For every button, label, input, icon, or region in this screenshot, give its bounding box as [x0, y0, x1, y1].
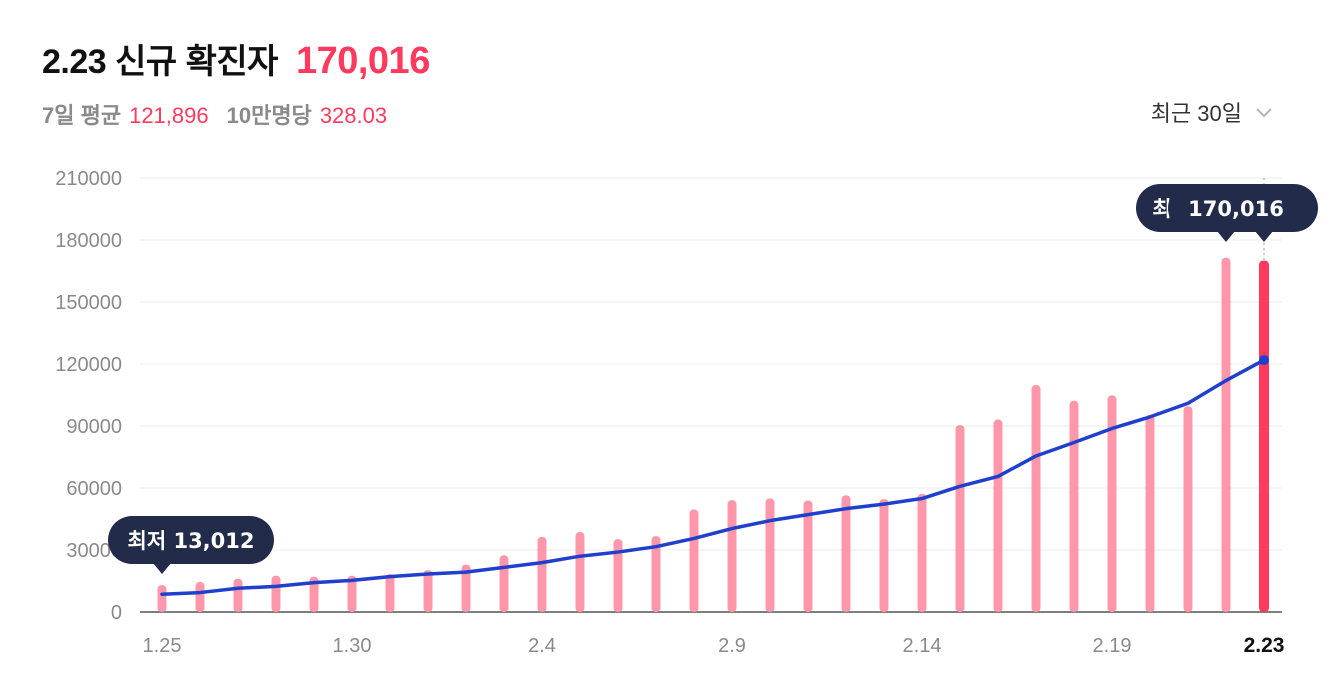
avg-line — [160, 358, 1266, 596]
tooltip-pointer — [1217, 231, 1235, 242]
per100k-value: 328.03 — [319, 103, 388, 128]
avg-value: 121,896 — [129, 103, 209, 128]
x-tick-label: 2.4 — [528, 635, 556, 657]
tooltip-text: 최저 13,012 — [128, 529, 255, 553]
x-tick-label: 1.30 — [333, 635, 372, 657]
y-tick-label: 180000 — [55, 230, 122, 252]
bar — [347, 575, 357, 612]
page-title: 2.23 신규 확진자 — [42, 43, 278, 81]
bar — [1221, 257, 1231, 612]
bar — [879, 499, 889, 612]
tooltip-pointer — [153, 563, 171, 574]
range-label: 최근 30일 — [1150, 101, 1242, 126]
bar — [423, 570, 433, 612]
bar — [233, 578, 243, 612]
bar — [803, 500, 813, 612]
avg-point — [1259, 355, 1269, 366]
y-tick-label: 210000 — [55, 168, 122, 190]
range-dropdown[interactable]: 최근 30일 — [1151, 96, 1274, 128]
x-tick-label: 2.14 — [903, 635, 942, 657]
y-tick-label: 30000 — [66, 540, 122, 562]
x-tick-label: 2.19 — [1093, 635, 1132, 657]
chevron-down-icon — [1256, 108, 1272, 118]
title-row: 2.23 신규 확진자 170,016 — [42, 34, 430, 83]
y-tick-label: 0 — [111, 602, 122, 624]
tooltip-text: 최 — [1152, 197, 1171, 221]
x-tick-label: 2.9 — [718, 635, 746, 657]
y-tick-label: 150000 — [55, 292, 122, 314]
bar — [1259, 260, 1269, 612]
bar — [499, 555, 509, 612]
bar — [917, 493, 927, 612]
bar — [993, 419, 1003, 612]
y-tick-label: 60000 — [66, 478, 122, 500]
bar — [1183, 406, 1193, 612]
x-tick-label: 2.23 — [1244, 634, 1285, 657]
today-cases-value: 170,016 — [295, 40, 430, 82]
tooltip-text: 170,016 — [1188, 197, 1284, 221]
bar — [955, 425, 965, 612]
summary-row: 7일 평균 121,896 10만명당 328.03 — [42, 98, 387, 130]
per100k-label: 10만명당 — [226, 103, 312, 128]
bar — [613, 539, 623, 612]
bar — [1031, 385, 1041, 612]
bar — [271, 575, 281, 612]
bar — [841, 495, 851, 612]
tooltip-bubble — [108, 516, 274, 564]
current-tooltip: 170,016 — [1168, 184, 1318, 242]
bar — [727, 500, 737, 612]
bar — [1145, 414, 1155, 612]
bar — [537, 536, 547, 612]
avg-label: 7일 평균 — [42, 103, 122, 128]
bar — [1069, 400, 1079, 612]
bar — [689, 509, 699, 612]
bar — [157, 585, 167, 612]
bar — [309, 576, 319, 612]
y-tick-label: 90000 — [66, 416, 122, 438]
tooltip-pointer — [1255, 231, 1273, 242]
bar — [651, 536, 661, 612]
bar — [1107, 395, 1117, 612]
bar — [575, 532, 585, 612]
bar — [461, 564, 471, 612]
bar — [765, 498, 775, 612]
tooltip-bubble — [1168, 184, 1318, 232]
y-tick-label: 120000 — [55, 354, 122, 376]
bar — [195, 581, 205, 612]
min-tooltip: 최저 13,012 — [108, 516, 274, 574]
bar — [385, 574, 395, 612]
x-tick-label: 1.25 — [143, 635, 182, 657]
